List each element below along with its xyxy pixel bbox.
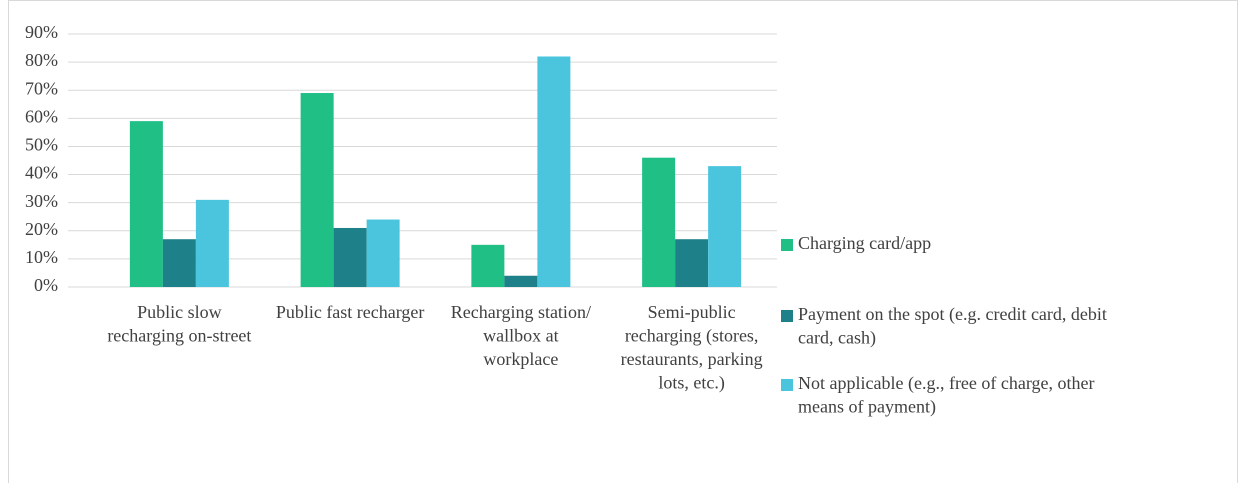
bar xyxy=(129,121,163,288)
bar xyxy=(300,93,334,288)
y-tick-label: 60% xyxy=(25,106,58,126)
bar xyxy=(366,219,400,287)
legend-swatch xyxy=(781,239,793,251)
y-tick-label: 90% xyxy=(25,22,58,42)
bar xyxy=(162,239,196,287)
x-tick-label: Public slow recharging on-street xyxy=(107,302,251,346)
y-tick-label: 30% xyxy=(25,191,58,211)
bar xyxy=(471,244,505,287)
bar xyxy=(333,227,367,287)
y-tick-label: 40% xyxy=(25,163,58,183)
legend-swatch xyxy=(781,310,793,322)
legend-swatch xyxy=(781,379,793,391)
bar xyxy=(504,275,538,287)
chart-frame xyxy=(8,0,1238,483)
y-tick-label: 20% xyxy=(25,219,58,239)
x-tick-label: Public fast recharger xyxy=(276,302,425,322)
bar xyxy=(537,56,571,287)
bar xyxy=(708,166,742,287)
bar xyxy=(195,199,229,287)
x-tick-label: Recharging station/wallbox at workplace xyxy=(451,302,591,369)
legend-label: Not applicable (e.g., free of charge, ot… xyxy=(798,373,1095,418)
bar xyxy=(675,239,709,287)
y-tick-label: 10% xyxy=(25,247,58,267)
legend-label: Charging card/app xyxy=(798,233,931,253)
y-tick-label: 50% xyxy=(25,135,58,155)
y-tick-label: 0% xyxy=(34,275,58,295)
legend-label: Payment on the spot (e.g. credit card, d… xyxy=(798,304,1107,349)
y-tick-label: 80% xyxy=(25,50,58,70)
bar xyxy=(642,157,676,287)
y-tick-label: 70% xyxy=(25,78,58,98)
x-tick-label: Semi-public recharging (stores, restaurant… xyxy=(621,302,763,394)
